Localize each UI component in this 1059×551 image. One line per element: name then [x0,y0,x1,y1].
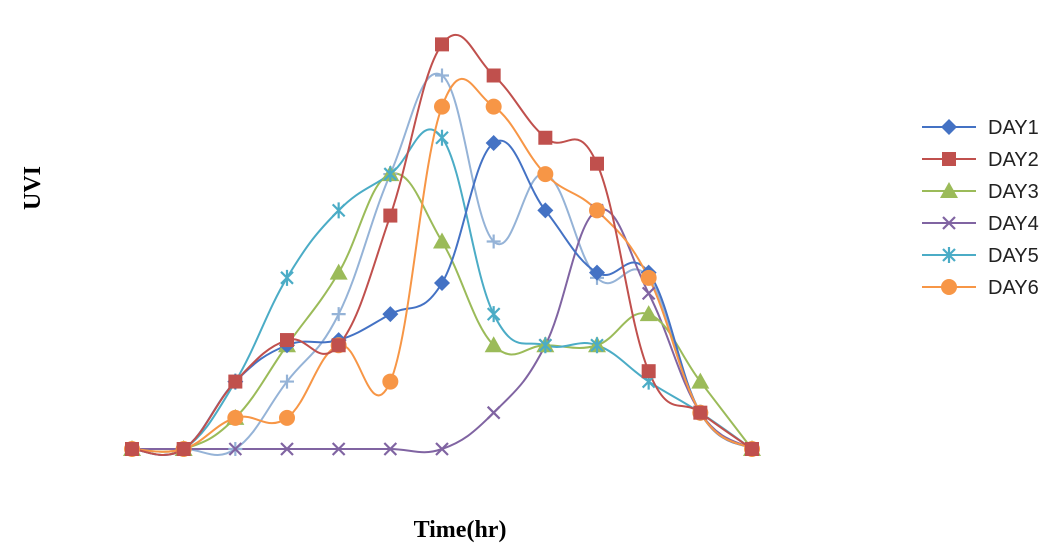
data-point-day1-6 [382,306,399,323]
data-point-day4-11 [641,286,656,301]
data-point-day3-7 [433,232,451,249]
data-point-day1-9 [537,202,554,219]
data-point-day2-2 [176,442,191,456]
marker-layer [123,37,761,457]
data-point-day2-1 [125,442,139,456]
data-point-day3-8 [484,336,503,353]
legend-label-day5: DAY5 [988,245,1039,267]
data-point-day5-7 [435,129,449,146]
data-point-day4-7 [435,442,449,456]
x-axis-title: Time(hr) [414,517,507,543]
data-point-day6-9 [537,166,554,183]
data-point-day3-11 [639,305,658,322]
legend-marker-day5 [942,247,956,263]
data-point-unlabeled-8 [486,234,501,249]
legend-marker-day6 [941,279,957,295]
data-point-day5-9 [538,337,553,354]
data-point-day4-4 [280,442,294,456]
data-point-day3-12 [691,372,710,389]
data-point-day6-7 [434,98,450,115]
data-point-day4-5 [331,442,346,456]
data-point-day6-11 [640,269,657,286]
data-point-day1-7 [434,275,450,291]
legend-label-day1: DAY1 [988,117,1039,139]
data-point-day2-9 [538,130,553,145]
legend-marker-day3 [940,182,958,198]
legend-label-day2: DAY2 [988,149,1039,171]
data-point-day6-3 [227,409,244,426]
legend-marker-day1 [941,119,957,135]
data-point-day5-8 [486,306,501,323]
data-point-day2-6 [383,208,398,223]
series-line-day3 [131,172,753,453]
data-point-day6-10 [589,202,605,219]
data-point-unlabeled-4 [280,374,294,389]
data-point-day2-12 [693,405,708,420]
data-point-day5-5 [331,202,346,219]
data-point-unlabeled-5 [331,307,346,322]
y-axis-title: UVI [20,166,46,210]
data-point-day5-10 [590,337,604,354]
data-point-day6-6 [382,373,399,390]
data-point-day2-7 [435,37,449,52]
data-point-day2-13 [745,442,759,456]
data-point-day3-5 [329,263,348,280]
data-point-day4-3 [228,442,243,456]
data-point-day5-4 [280,269,294,286]
data-point-day6-4 [279,409,295,426]
data-point-day2-3 [228,374,243,389]
data-point-day1-10 [589,264,605,281]
data-point-day2-4 [280,333,294,348]
data-point-day4-6 [383,442,398,456]
legend-label-day6: DAY6 [988,277,1039,299]
data-point-day2-5 [331,338,346,353]
data-point-day2-10 [590,156,604,171]
data-point-day2-11 [641,364,656,379]
data-point-day2-8 [486,68,501,83]
data-point-day1-8 [485,134,502,151]
legend-label-day3: DAY3 [988,181,1039,203]
legend-marker-day2 [942,152,956,166]
data-point-unlabeled-7 [435,68,449,83]
legend: DAY1 DAY2 DAY3 DAY4 DAY5 DAY6 [922,117,1039,299]
legend-marker-day4 [942,216,956,230]
data-point-day4-8 [486,405,501,420]
legend-label-day4: DAY4 [988,213,1039,235]
data-point-day6-8 [485,98,502,115]
data-point-day5-6 [383,166,398,183]
series-line-day4 [132,208,753,454]
